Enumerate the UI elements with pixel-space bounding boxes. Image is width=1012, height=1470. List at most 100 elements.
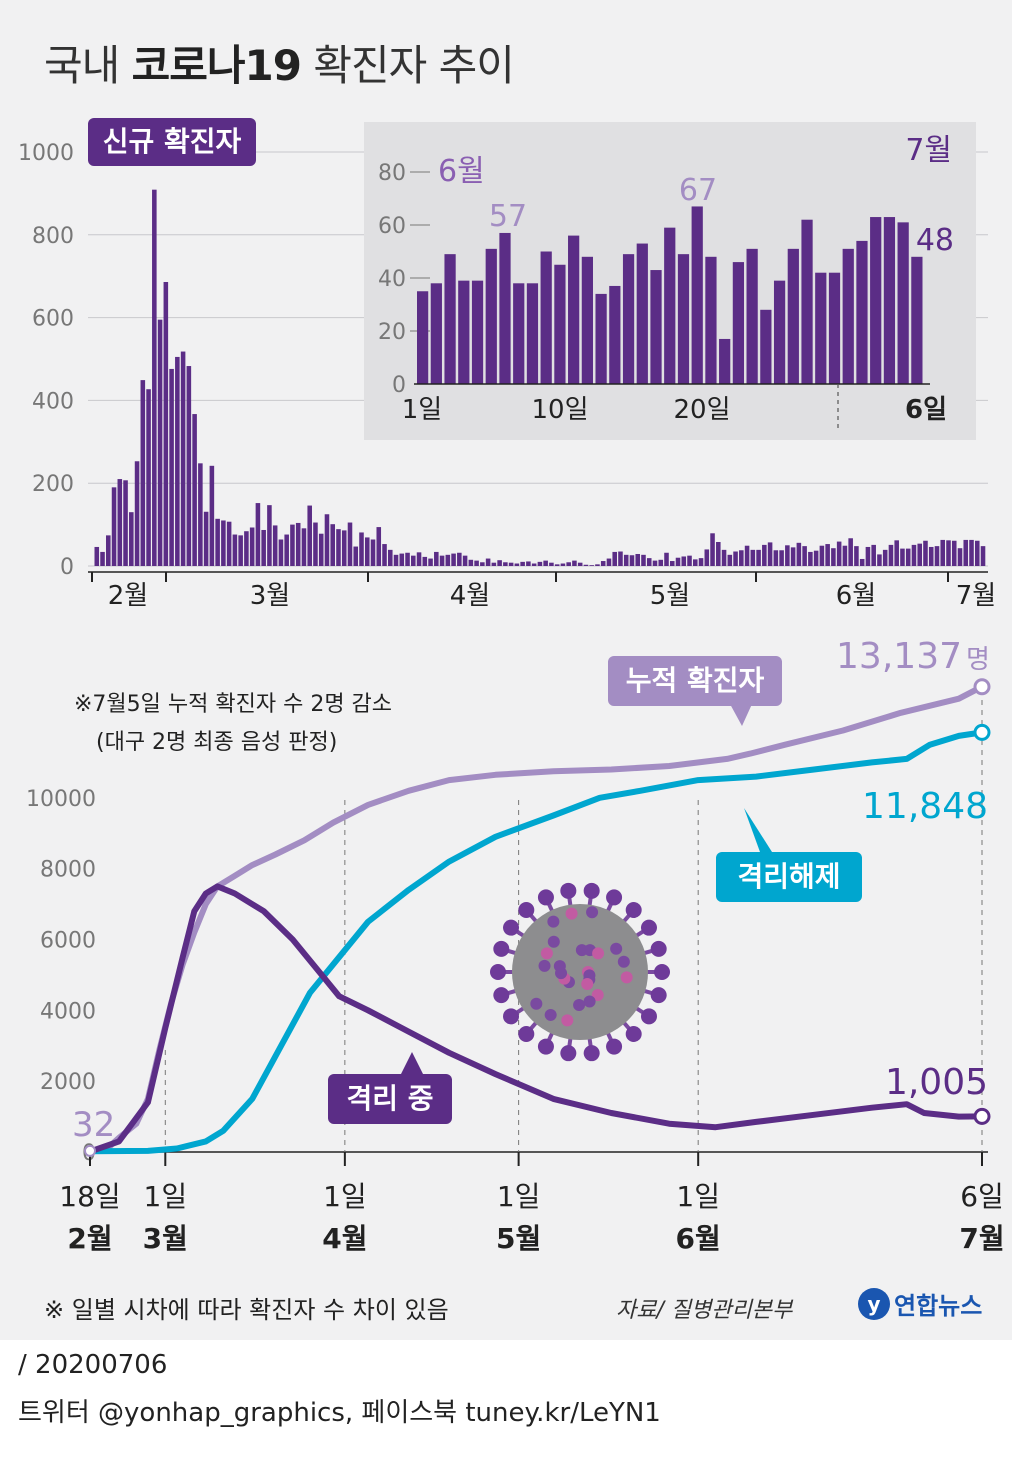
inset-y-tick-label: 60 — [378, 214, 406, 239]
daily-bar — [244, 531, 249, 566]
virus-spike-head — [606, 1038, 623, 1055]
daily-bar — [474, 560, 479, 566]
daily-bar — [341, 530, 347, 566]
inset-x-tick-label: 10일 — [531, 395, 588, 425]
virus-spike-head — [625, 1025, 642, 1042]
virus-surface-spot — [530, 997, 543, 1010]
daily-bar — [894, 540, 899, 566]
inset-bar — [636, 243, 648, 384]
yonhap-logo-text: 연합뉴스 — [894, 1292, 983, 1320]
daily-bar — [704, 549, 710, 566]
virus-surface-spot — [591, 988, 604, 1001]
daily-bar — [928, 546, 934, 566]
daily-bar — [451, 553, 456, 566]
daily-y-tick-label: 200 — [32, 472, 74, 497]
inset-bar — [856, 240, 868, 384]
daily-bar — [117, 479, 123, 566]
inset-bar — [732, 262, 745, 384]
correction-note-2: (대구 2명 최종 음성 판정) — [96, 730, 338, 755]
inset-bar — [691, 206, 703, 384]
inset-y-tick-label: 20 — [378, 320, 406, 345]
inset-month-end-label: 7월 — [905, 133, 952, 168]
daily-bar — [572, 560, 577, 566]
inset-bar — [828, 272, 841, 384]
daily-bar — [416, 552, 422, 566]
daily-bar — [934, 546, 940, 566]
inset-bar — [417, 291, 429, 384]
daily-bar — [411, 555, 416, 566]
daily-bar — [393, 554, 399, 566]
daily-bar — [549, 562, 554, 566]
virus-spike-head — [518, 1025, 535, 1042]
daily-bar — [364, 537, 370, 566]
daily-bar — [434, 551, 439, 566]
line-x-month-label: 7월 — [959, 1222, 1004, 1255]
inset-bar — [897, 222, 909, 384]
line-x-month-label: 4월 — [322, 1222, 367, 1255]
virus-surface-spot — [592, 947, 605, 960]
cumulative-label-pointer — [730, 704, 752, 726]
daily-bar — [370, 539, 376, 566]
line-x-month-label: 5월 — [496, 1222, 541, 1255]
daily-bar — [439, 555, 445, 566]
daily-bar — [652, 560, 658, 566]
daily-bar — [203, 511, 209, 566]
line-x-day-label: 1일 — [144, 1180, 188, 1213]
daily-bar — [785, 545, 790, 566]
virus-surface-spot — [610, 942, 623, 955]
virus-spike-head — [503, 919, 520, 936]
inset-bar — [911, 256, 923, 384]
line-x-day-label: 1일 — [323, 1180, 367, 1213]
social-line: 트위터 @yonhap_graphics, 페이스북 tuney.kr/LeYN… — [18, 1398, 661, 1428]
line-y-tick-label: 2000 — [40, 1070, 96, 1095]
daily-bar — [272, 525, 278, 566]
inset-bar — [815, 272, 827, 384]
daily-month-label: 4월 — [450, 581, 490, 611]
daily-bar — [140, 380, 146, 566]
daily-bar — [595, 564, 600, 566]
daily-bar — [111, 487, 117, 566]
daily-bar — [399, 553, 405, 566]
virus-spike-head — [560, 882, 577, 899]
daily-bar — [307, 505, 312, 566]
daily-bar — [531, 563, 537, 566]
daily-y-tick-label: 0 — [60, 555, 74, 580]
daily-bar — [198, 463, 203, 566]
daily-bar — [295, 522, 301, 566]
daily-bar — [762, 544, 767, 566]
virus-spike-head — [640, 919, 657, 936]
daily-bar — [405, 552, 410, 566]
daily-bar — [359, 532, 364, 566]
cumulative-line-end-marker — [973, 678, 991, 696]
daily-bar — [969, 539, 974, 566]
daily-month-label: 7월 — [956, 581, 996, 611]
inset-bar — [554, 264, 566, 384]
daily-bar — [278, 539, 284, 566]
daily-bar — [554, 564, 560, 566]
daily-bar — [750, 549, 756, 566]
daily-bar — [468, 559, 474, 566]
isolated-line-end-marker — [973, 1107, 991, 1125]
daily-bar — [813, 550, 819, 566]
virus-surface-spot — [617, 955, 630, 968]
daily-bar — [646, 558, 652, 566]
daily-bar — [134, 461, 140, 566]
daily-bar — [618, 551, 623, 566]
daily-bar — [508, 562, 514, 566]
inset-x-end-label: 6일 — [905, 395, 947, 425]
inset-bar — [664, 227, 676, 384]
daily-bar — [951, 540, 957, 566]
daily-bar — [911, 544, 917, 566]
daily-bar — [215, 518, 220, 566]
inset-bar — [499, 232, 511, 384]
daily-bar — [957, 548, 963, 566]
daily-bar — [347, 522, 353, 566]
daily-bar — [796, 542, 802, 566]
daily-bar — [877, 554, 882, 566]
daily-bar — [249, 527, 255, 566]
daily-bar — [526, 561, 531, 566]
line-x-month-label: 3월 — [143, 1222, 188, 1255]
cumulative-unit-label: 명 — [966, 645, 990, 675]
cumulative-start-label: 32 — [72, 1105, 115, 1145]
daily-y-tick-label: 800 — [32, 224, 74, 249]
